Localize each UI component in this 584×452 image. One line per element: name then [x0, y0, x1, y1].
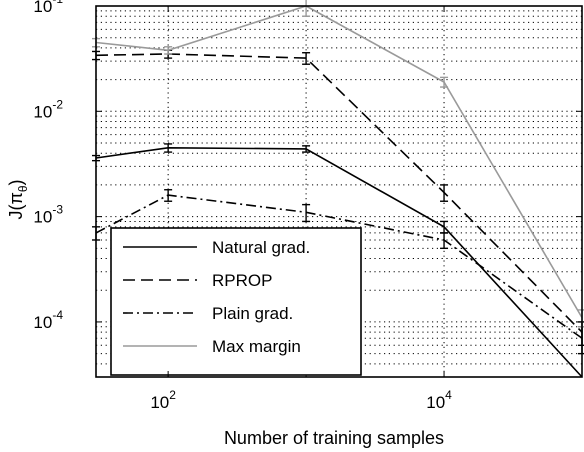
- error-bar: [440, 184, 449, 202]
- legend: Natural grad. RPROP Plain grad. Max margin: [110, 227, 362, 376]
- legend-label: RPROP: [212, 271, 272, 290]
- error-bar: [302, 203, 311, 223]
- y-tick-label: 10-3: [33, 203, 63, 227]
- y-tick-label: 10-4: [33, 308, 63, 332]
- x-tick-label: 104: [426, 388, 452, 412]
- series-line: [95, 53, 583, 333]
- error-bar: [302, 145, 311, 153]
- legend-label: Natural grad.: [212, 238, 310, 257]
- error-bar: [164, 46, 173, 55]
- error-bar: [164, 189, 173, 202]
- y-axis-label-main: J(π: [6, 192, 26, 219]
- error-bar: [440, 76, 449, 88]
- legend-box: [110, 227, 362, 376]
- ticks: 102 104 10-1 10-2 10-3 10-4: [33, 0, 582, 412]
- y-axis-label: J(πθ): [6, 179, 30, 219]
- plot-frame: [95, 5, 583, 378]
- legend-label: Plain grad.: [212, 304, 293, 323]
- y-tick-label: 10-1: [33, 0, 63, 16]
- legend-label: Max margin: [212, 337, 301, 356]
- y-axis-label-close: ): [6, 179, 26, 185]
- error-bar: [578, 321, 584, 346]
- error-bar: [302, 0, 311, 17]
- error-bar: [440, 232, 449, 250]
- error-bar: [164, 143, 173, 153]
- x-axis-label: Number of training samples: [224, 428, 444, 448]
- y-axis-label-subscript: θ: [16, 185, 30, 192]
- y-tick-label: 10-2: [33, 97, 63, 121]
- x-tick-label: 102: [150, 388, 176, 412]
- error-bar: [302, 52, 311, 65]
